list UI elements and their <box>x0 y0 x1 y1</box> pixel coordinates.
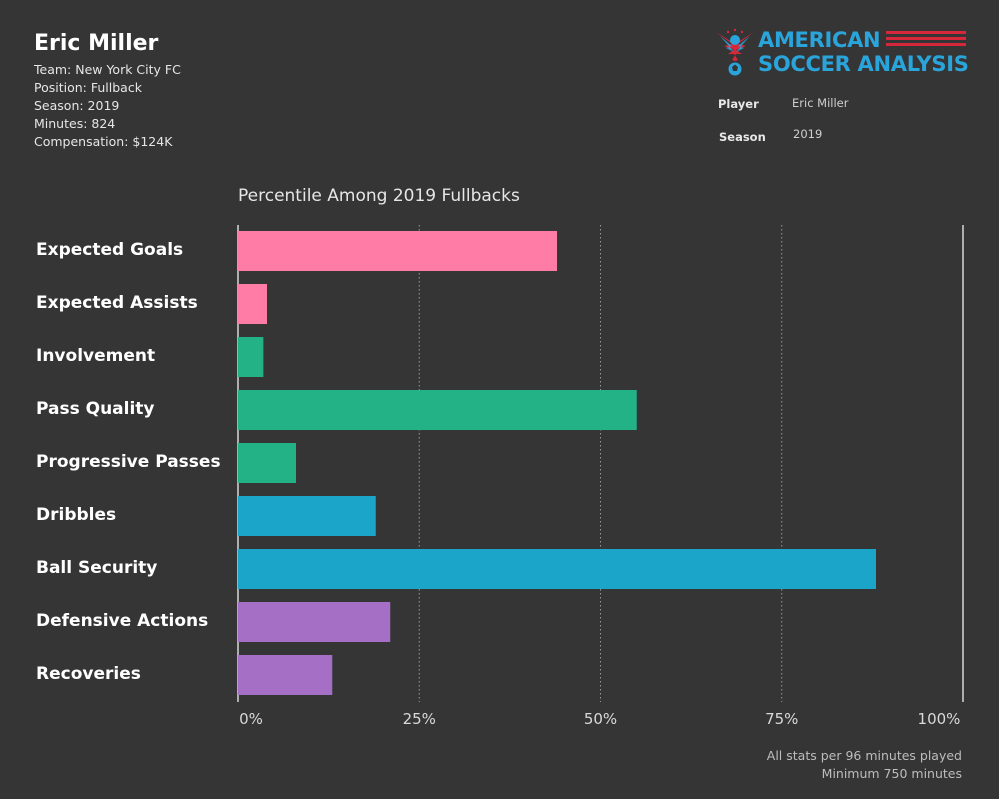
eagle-soccer-ball-icon <box>716 28 754 76</box>
bar-progressive-passes[interactable] <box>238 443 296 483</box>
x-tick-label: 75% <box>765 710 799 728</box>
x-tick-label: 50% <box>583 710 618 728</box>
category-label-defensive-actions: Defensive Actions <box>36 611 209 631</box>
bar-dribbles[interactable] <box>238 496 376 536</box>
team-text: Team: New York City FC <box>34 62 181 77</box>
season-filter-value[interactable]: 2019 <box>793 127 823 141</box>
x-tick-label: 0% <box>239 710 263 728</box>
season-text: Season: 2019 <box>34 98 120 113</box>
category-label-progressive-passes: Progressive Passes <box>36 452 221 472</box>
bar-ball-security[interactable] <box>238 549 876 589</box>
player-filter-label: Player <box>718 97 759 111</box>
footnote: All stats per 96 minutes played Minimum … <box>767 747 962 783</box>
player-filter-value[interactable]: Eric Miller <box>792 96 849 110</box>
chart-title: Percentile Among 2019 Fullbacks <box>238 186 520 206</box>
logo-wordmark: AMERICAN SOCCER ANALYSIS <box>758 28 969 76</box>
player-info: Team: New York City FC Position: Fullbac… <box>34 61 181 151</box>
x-tick-label: 100% <box>917 710 961 728</box>
category-label-ball-security: Ball Security <box>36 558 158 578</box>
bar-expected-goals[interactable] <box>238 231 557 271</box>
category-label-dribbles: Dribbles <box>36 505 117 525</box>
category-label-pass-quality: Pass Quality <box>36 399 155 419</box>
logo-stripes <box>886 31 966 46</box>
footnote-line-1: All stats per 96 minutes played <box>766 748 962 763</box>
compensation-text: Compensation: $124K <box>34 134 173 149</box>
player-name: Eric Miller <box>34 31 159 56</box>
category-label-involvement: Involvement <box>36 346 156 366</box>
season-filter-label: Season <box>719 130 766 144</box>
category-label-expected-assists: Expected Assists <box>36 293 198 313</box>
position-text: Position: Fullback <box>34 80 142 95</box>
bar-pass-quality[interactable] <box>238 390 637 430</box>
bar-defensive-actions[interactable] <box>238 602 391 642</box>
category-label-expected-goals: Expected Goals <box>36 240 184 260</box>
x-tick-label: 25% <box>402 710 436 728</box>
minutes-text: Minutes: 824 <box>34 116 116 131</box>
logo-line-2: SOCCER ANALYSIS <box>758 52 969 76</box>
footnote-line-2: Minimum 750 minutes <box>821 766 962 781</box>
logo-line-1: AMERICAN <box>758 28 881 52</box>
bar-recoveries[interactable] <box>238 655 333 695</box>
category-label-recoveries: Recoveries <box>36 664 141 684</box>
bar-expected-assists[interactable] <box>238 284 267 324</box>
bar-involvement[interactable] <box>238 337 264 377</box>
asa-logo <box>716 28 966 76</box>
